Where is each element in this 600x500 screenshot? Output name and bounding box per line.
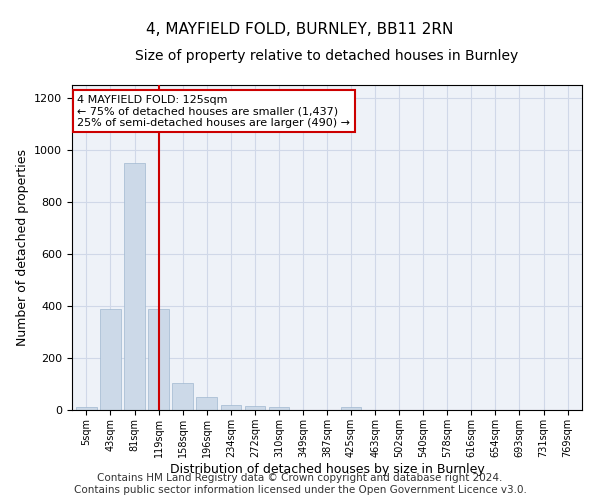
- Bar: [221, 405, 241, 410]
- Bar: [148, 308, 169, 410]
- Bar: [245, 406, 265, 410]
- Bar: [341, 408, 361, 410]
- Bar: [124, 163, 145, 410]
- Bar: [172, 382, 193, 410]
- X-axis label: Distribution of detached houses by size in Burnley: Distribution of detached houses by size …: [170, 462, 484, 475]
- Bar: [76, 408, 97, 410]
- Text: 4 MAYFIELD FOLD: 125sqm
← 75% of detached houses are smaller (1,437)
25% of semi: 4 MAYFIELD FOLD: 125sqm ← 75% of detache…: [77, 94, 350, 128]
- Y-axis label: Number of detached properties: Number of detached properties: [16, 149, 29, 346]
- Title: Size of property relative to detached houses in Burnley: Size of property relative to detached ho…: [136, 49, 518, 63]
- Text: 4, MAYFIELD FOLD, BURNLEY, BB11 2RN: 4, MAYFIELD FOLD, BURNLEY, BB11 2RN: [146, 22, 454, 38]
- Text: Contains HM Land Registry data © Crown copyright and database right 2024.
Contai: Contains HM Land Registry data © Crown c…: [74, 474, 526, 495]
- Bar: [269, 408, 289, 410]
- Bar: [196, 397, 217, 410]
- Bar: [100, 308, 121, 410]
